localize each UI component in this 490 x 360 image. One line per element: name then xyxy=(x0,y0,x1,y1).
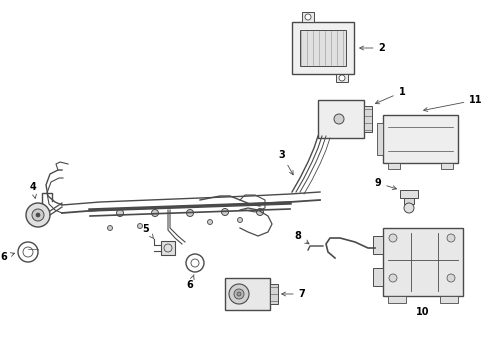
Circle shape xyxy=(234,289,244,299)
Circle shape xyxy=(207,220,213,225)
Bar xyxy=(318,100,364,138)
Text: 6: 6 xyxy=(0,252,15,262)
Text: 1: 1 xyxy=(375,87,405,104)
Circle shape xyxy=(107,225,113,230)
Bar xyxy=(440,296,458,303)
Bar xyxy=(225,278,270,310)
Bar xyxy=(400,190,418,198)
Bar xyxy=(388,163,400,169)
Circle shape xyxy=(187,210,194,216)
Bar xyxy=(292,22,354,74)
Circle shape xyxy=(339,75,345,81)
Text: 6: 6 xyxy=(187,275,194,290)
Circle shape xyxy=(389,234,397,242)
Bar xyxy=(300,30,346,66)
Bar xyxy=(161,241,175,255)
Bar xyxy=(373,268,383,286)
Bar xyxy=(377,123,383,155)
Bar xyxy=(383,228,463,296)
Circle shape xyxy=(305,14,311,20)
Bar xyxy=(302,12,314,22)
Bar xyxy=(388,296,406,303)
Circle shape xyxy=(229,284,249,304)
Circle shape xyxy=(389,274,397,282)
Circle shape xyxy=(447,234,455,242)
Bar xyxy=(336,74,348,82)
Circle shape xyxy=(237,292,241,296)
Text: 9: 9 xyxy=(375,178,396,190)
Bar xyxy=(404,198,414,204)
Bar xyxy=(364,106,372,132)
Circle shape xyxy=(151,210,158,216)
Circle shape xyxy=(238,217,243,222)
Circle shape xyxy=(447,274,455,282)
Circle shape xyxy=(138,224,143,229)
Text: 10: 10 xyxy=(416,307,430,317)
Circle shape xyxy=(26,203,50,227)
Circle shape xyxy=(334,114,344,124)
Bar xyxy=(270,284,278,304)
Circle shape xyxy=(404,203,414,213)
Text: 4: 4 xyxy=(29,182,36,198)
Circle shape xyxy=(221,208,228,216)
Text: 5: 5 xyxy=(143,224,154,239)
Bar xyxy=(441,163,453,169)
Text: 2: 2 xyxy=(360,43,385,53)
Text: 3: 3 xyxy=(279,150,293,175)
Text: 7: 7 xyxy=(282,289,305,299)
Circle shape xyxy=(117,210,123,216)
Circle shape xyxy=(36,213,40,217)
Text: 8: 8 xyxy=(294,231,309,244)
Circle shape xyxy=(32,209,44,221)
Text: 11: 11 xyxy=(424,95,483,112)
Bar xyxy=(383,115,458,163)
Circle shape xyxy=(256,208,264,216)
Bar xyxy=(373,236,383,254)
